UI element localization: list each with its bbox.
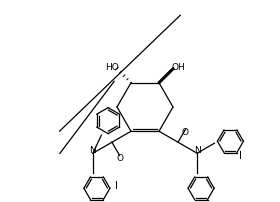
Text: O: O — [117, 154, 124, 163]
Text: I: I — [239, 151, 242, 161]
Text: OH: OH — [171, 63, 185, 72]
Text: I: I — [115, 181, 118, 191]
Text: N: N — [90, 146, 96, 155]
Text: N: N — [194, 146, 200, 155]
Text: O: O — [181, 128, 188, 137]
Text: HO: HO — [105, 63, 119, 72]
